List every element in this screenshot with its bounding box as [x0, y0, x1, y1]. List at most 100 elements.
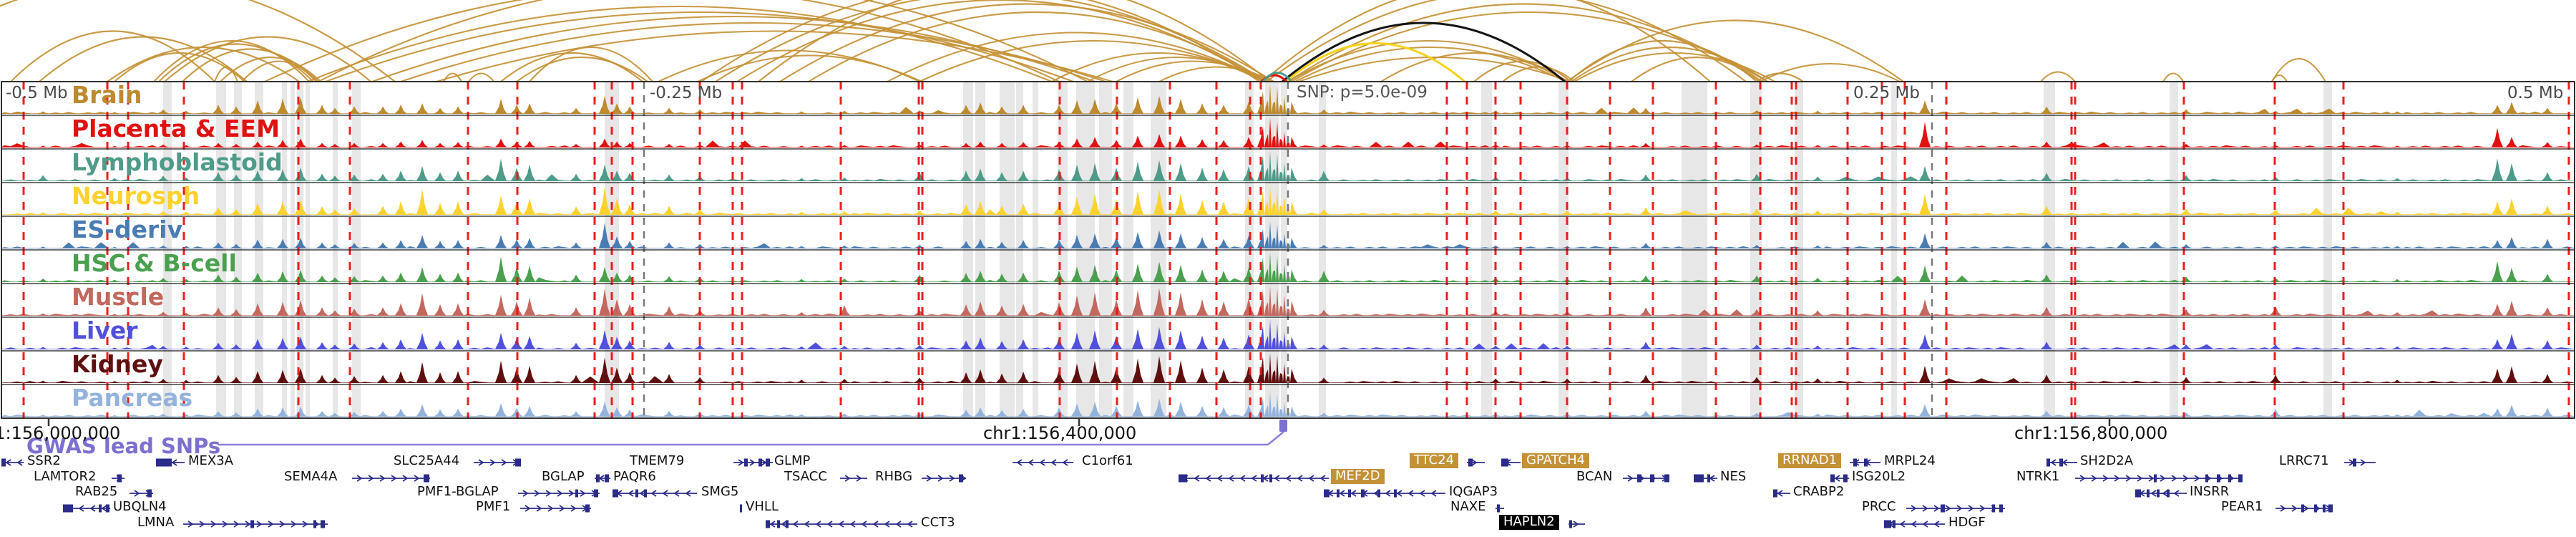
gene-strand-arrow	[1308, 475, 1314, 482]
gene-strand-arrow	[16, 459, 23, 466]
track-panel	[1, 81, 2575, 419]
interaction-arc	[468, 72, 494, 82]
gene-exon	[1324, 489, 1330, 498]
gene-exon	[1941, 504, 1945, 513]
gene-exon	[1569, 520, 1572, 528]
interaction-arc	[1502, 66, 1575, 82]
gene-strand-arrow	[368, 475, 374, 482]
gene-exon	[2059, 458, 2063, 467]
interaction-arc	[1262, 72, 1293, 82]
gene-label-mrpl24: MRPL24	[1884, 453, 1936, 468]
gene-exon	[758, 458, 762, 467]
gene-strand-arrow	[101, 505, 107, 512]
interaction-arc	[1380, 52, 1568, 82]
gene-label-ssr2: SSR2	[27, 453, 61, 468]
gwas-lead-snps-label: GWAS lead SNPs	[26, 434, 221, 458]
gene-strand-arrow	[547, 505, 554, 512]
gene-exon	[1377, 489, 1380, 498]
gene-label-crabp2: CRABP2	[1793, 484, 1845, 499]
gene-label-iqgap3: IQGAP3	[1449, 484, 1498, 499]
gene-strand-arrow	[2160, 475, 2166, 482]
distance-label: -0.25 Mb	[650, 84, 723, 102]
track-label-brain: Brain	[72, 81, 142, 109]
gene-exon	[1864, 458, 1868, 467]
gene-exon	[1893, 520, 1896, 528]
gene-label-ntrk1: NTRK1	[2016, 469, 2060, 484]
gene-exon	[744, 458, 748, 467]
gene-strand-arrow	[245, 521, 251, 528]
lead-snp-marker	[1279, 420, 1287, 432]
interaction-arc	[758, 0, 1271, 82]
gene-strand-arrow	[210, 521, 217, 528]
gene-exon	[740, 504, 742, 513]
gene-label-sema4a: SEMA4A	[284, 469, 338, 484]
track-label-neurosph: Neurosph	[72, 182, 200, 210]
gene-strand-arrow	[525, 505, 531, 512]
interaction-arc	[1158, 66, 1274, 82]
track-signals	[1, 84, 2575, 417]
gene-strand-arrow	[2125, 475, 2132, 482]
gene-strand-arrow	[89, 505, 96, 512]
gene-strand-arrow	[1385, 490, 1391, 497]
gene-label-vhll: VHLL	[746, 499, 779, 514]
interaction-arc	[220, 56, 321, 82]
gene-strand-arrow	[673, 490, 680, 497]
gene-strand-arrow	[1205, 475, 1211, 482]
gene-exon	[2314, 504, 2317, 513]
gene-strand-arrow	[2303, 505, 2309, 512]
gene-label-rab25: RAB25	[75, 484, 118, 499]
interaction-arcs	[0, 0, 2326, 83]
gene-exon	[2217, 474, 2220, 483]
signal-es-deriv	[1, 221, 2575, 248]
gene-strand-arrow	[895, 521, 902, 528]
gene-exon	[1337, 489, 1340, 498]
gene-exon	[1501, 458, 1508, 467]
gene-exon	[1999, 504, 2003, 513]
gene-strand-arrow	[1239, 475, 1246, 482]
gene-strand-arrow	[2360, 459, 2366, 466]
gene-exon	[596, 474, 600, 483]
gene-label-hdgf: HDGF	[1948, 515, 1986, 530]
gene-exon	[635, 489, 638, 498]
coordinate-label: chr1:156,800,000	[2014, 423, 2168, 443]
gene-strand-arrow	[949, 475, 955, 482]
gene-strand-arrow	[1777, 490, 1783, 497]
gene-strand-arrow	[1968, 505, 1974, 512]
track-label-pancreas: Pancreas	[72, 384, 193, 412]
interaction-arc	[715, 0, 1267, 82]
gene-exon	[1853, 458, 1857, 467]
interaction-arc	[1760, 63, 1901, 82]
gene-exon	[1261, 474, 1264, 483]
gene-strand-arrow	[302, 521, 308, 528]
gene-exon	[2323, 504, 2326, 513]
gene-strand-arrow	[2162, 490, 2168, 497]
gene-strand-arrow	[233, 521, 240, 528]
interaction-arc	[808, 11, 1267, 82]
gene-strand-arrow	[199, 521, 205, 528]
gene-exon	[313, 520, 316, 528]
gene-exon	[1773, 489, 1777, 498]
gene-exon	[2046, 458, 2050, 467]
gwas-pointer-diagonal	[1267, 431, 1284, 445]
gene-strand-arrow	[1050, 459, 1057, 466]
interaction-arc	[500, 52, 643, 82]
gene-exon	[1, 458, 6, 467]
interaction-arc	[2040, 71, 2076, 82]
gene-strand-arrow	[1430, 490, 1437, 497]
gene-label-pmf1: PMF1	[476, 499, 511, 514]
gene-strand-arrow	[856, 475, 862, 482]
gene-strand-arrow	[356, 475, 363, 482]
gene-strand-arrow	[570, 505, 577, 512]
interaction-arc	[1291, 11, 1768, 82]
gene-exon	[786, 520, 789, 528]
gene-strand-arrow	[769, 521, 776, 528]
gene-exon	[63, 504, 73, 513]
distance-label: 0.25 Mb	[1853, 84, 1920, 102]
gene-exon	[1707, 474, 1710, 483]
gene-strand-arrow	[1956, 505, 1963, 512]
gene-exon	[1468, 458, 1473, 467]
gene-strand-arrow	[222, 521, 228, 528]
gene-strand-arrow	[662, 490, 668, 497]
gene-strand-arrow	[1573, 521, 1579, 528]
